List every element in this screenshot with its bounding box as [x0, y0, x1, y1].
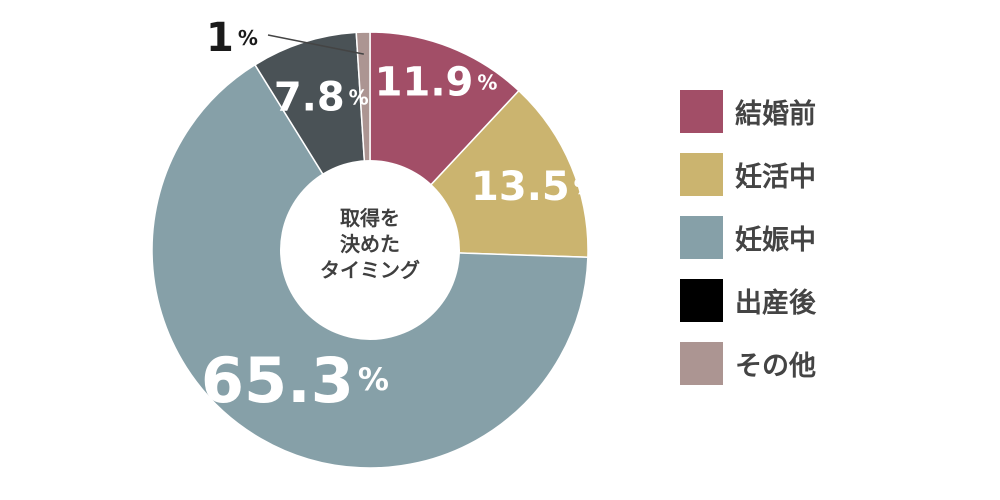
legend-label-other: その他 [735, 351, 816, 382]
donut-center-hole [280, 160, 460, 340]
legend-label-pregnant: 妊娠中 [735, 225, 816, 256]
center-label-line-1: 取得を [340, 206, 400, 230]
legend-swatch-other [680, 342, 723, 385]
legend-item-before-marriage: 結婚前 [680, 90, 980, 133]
center-label-line-3: タイミング [320, 258, 420, 282]
donut-chart: 11.9 % 13.5 % 65.3 % 7.8 % 1% [152, 15, 594, 468]
value-label-before-marriage: 11.9% [375, 60, 498, 106]
legend-swatch-pregnant [680, 216, 723, 259]
legend-item-pregnant: 妊娠中 [680, 216, 980, 259]
center-label-line-2: 決めた [340, 232, 400, 256]
legend-label-trying-to-conceive: 妊活中 [735, 162, 816, 193]
value-label-other: 1% [206, 15, 258, 61]
legend-label-before-marriage: 結婚前 [735, 99, 816, 130]
chart-center-label: 取得を 決めた タイミング [300, 205, 440, 283]
legend-item-trying-to-conceive: 妊活中 [680, 153, 980, 196]
legend-item-after-birth: 出産後 [680, 279, 980, 322]
legend-swatch-after-birth [680, 279, 723, 322]
legend-swatch-before-marriage [680, 90, 723, 133]
legend-item-other: その他 [680, 342, 980, 385]
legend-label-after-birth: 出産後 [735, 288, 816, 319]
legend: 結婚前 妊活中 妊娠中 出産後 その他 [680, 90, 980, 405]
leader-line-other [267, 34, 364, 55]
value-label-pregnant: 65.3% [201, 343, 389, 416]
legend-swatch-trying-to-conceive [680, 153, 723, 196]
value-label-trying-to-conceive: 13.5% [471, 164, 594, 210]
value-label-after-birth: 7.8% [274, 75, 369, 121]
